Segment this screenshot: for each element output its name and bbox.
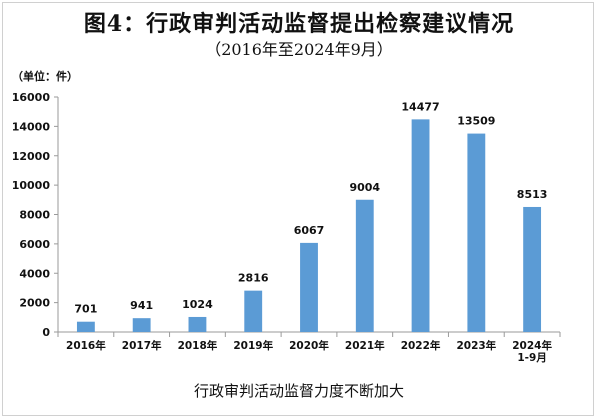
- y-tick-label: 2000: [19, 297, 50, 310]
- chart-subtitle: （2016年至2024年9月）: [205, 40, 393, 59]
- x-tick-label: 2021年: [345, 339, 385, 352]
- chart-frame: [2, 2, 594, 416]
- bar: [523, 206, 542, 332]
- data-label: 701: [74, 303, 97, 316]
- y-tick-label: 16000: [12, 91, 51, 104]
- bar: [76, 321, 95, 332]
- data-label: 1024: [182, 298, 213, 311]
- y-tick-label: 4000: [19, 267, 50, 280]
- data-label: 6067: [294, 224, 325, 237]
- y-tick-label: 8000: [19, 209, 50, 222]
- unit-label: （单位：件）: [12, 70, 78, 83]
- x-tick-label: 2020年: [289, 339, 329, 352]
- x-tick-label: 2019年: [233, 339, 273, 352]
- bars: [76, 119, 542, 332]
- y-tick-label: 0: [42, 326, 50, 339]
- data-label: 9004: [349, 181, 380, 194]
- bar: [244, 290, 263, 332]
- y-tick-label: 12000: [12, 150, 51, 163]
- data-label: 941: [130, 299, 153, 312]
- bar: [188, 316, 207, 332]
- data-label: 14477: [401, 100, 439, 113]
- axes: 0 2000 4000 6000 8000 10000 12000 14000 16000: [12, 91, 561, 339]
- x-tick-label: 2018年: [178, 339, 218, 352]
- y-tick-label: 14000: [12, 120, 51, 133]
- y-tick-label: 10000: [12, 179, 51, 192]
- data-label: 13509: [457, 115, 495, 128]
- y-tick-label: 6000: [19, 238, 50, 251]
- data-label: 2816: [238, 272, 269, 285]
- x-tick-label: 2016年: [66, 339, 106, 352]
- bar: [300, 242, 318, 332]
- x-tick-label: 2022年: [401, 339, 441, 352]
- data-label: 8513: [517, 188, 548, 201]
- bar: [132, 318, 151, 332]
- x-tick-label: 2024年: [512, 339, 552, 352]
- labels: 701 2016年 941 2017年 1024 2018年 2816 2019年 6067 20…: [66, 100, 552, 364]
- chart-caption: 行政审判活动监督力度不断加大: [193, 382, 404, 400]
- x-tick-label: 2017年: [122, 339, 162, 352]
- x-tick-label: 2023年: [456, 339, 496, 352]
- bar: [467, 133, 486, 332]
- chart-title: 图4：行政审判活动监督提出检察建议情况: [83, 11, 515, 37]
- bar: [411, 119, 430, 332]
- x-tick-label: 1-9月: [517, 352, 546, 364]
- bar: [355, 199, 374, 332]
